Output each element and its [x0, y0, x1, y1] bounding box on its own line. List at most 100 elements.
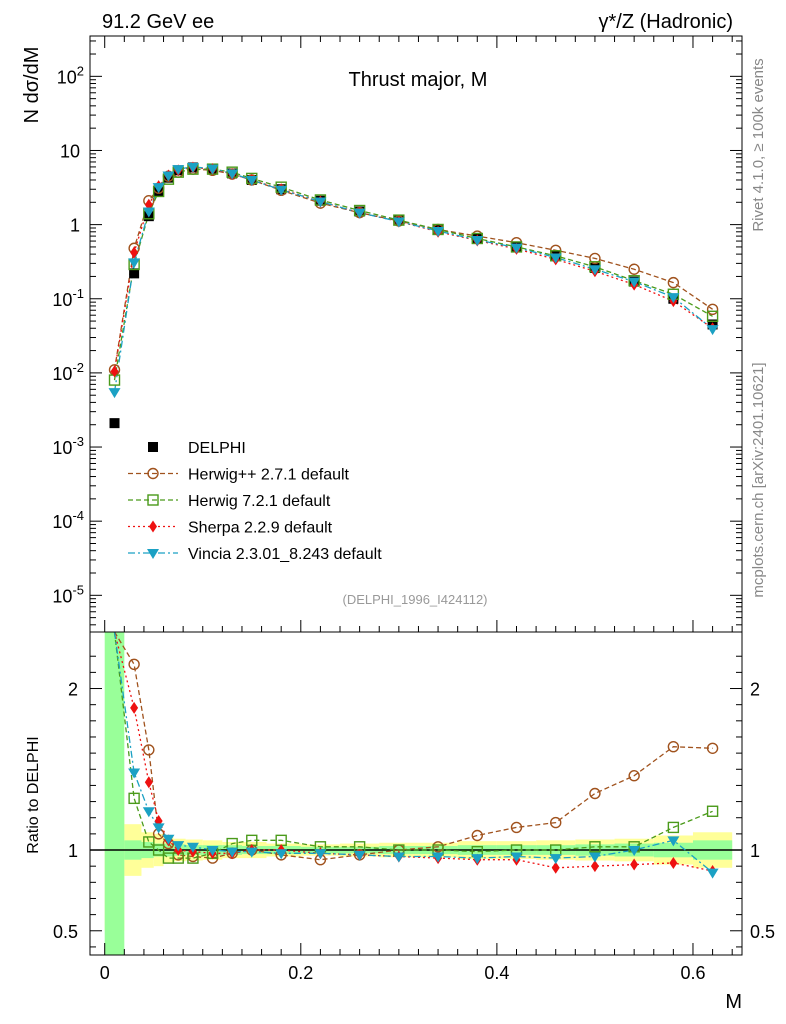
- y-axis-label: N dσ/dM: [21, 47, 43, 124]
- series-point-ratio: [706, 742, 719, 754]
- series-point-ratio: [128, 792, 140, 805]
- y-tick-label: 10-1: [52, 286, 84, 310]
- series-point-ratio: [589, 841, 601, 853]
- series-point-ratio: [353, 850, 366, 861]
- series-point-main: [245, 175, 258, 186]
- series-point-main: [314, 197, 327, 208]
- series-point-main: [549, 253, 562, 264]
- legend-entry: Herwig 7.2.1 default: [128, 493, 331, 510]
- legend-marker: [149, 520, 157, 533]
- series-point-ratio: [162, 834, 175, 845]
- process-label: γ*/Z (Hadronic): [599, 11, 733, 33]
- delphi-data-point: [129, 268, 140, 279]
- delphi-data-point: [109, 418, 120, 429]
- series-point-ratio: [186, 842, 199, 853]
- legend: DELPHI Herwig++ 2.7.1 default Herwig 7.2.1…: [128, 440, 382, 563]
- stat-uncertainty-band: [104, 632, 125, 955]
- series-point-main: [667, 276, 680, 289]
- series-point-main: [353, 208, 366, 219]
- series-point-ratio: [128, 768, 141, 779]
- y-tick-label: 10-4: [52, 508, 84, 532]
- legend-label: Herwig 7.2.1 default: [188, 493, 331, 510]
- series-point-main: [186, 162, 199, 173]
- ratio-axis-label: Ratio to DELPHI: [25, 736, 42, 853]
- series-point-main: [226, 169, 239, 180]
- series-point-ratio: [128, 658, 140, 670]
- series-point-main: [589, 252, 601, 265]
- series-point-ratio: [667, 740, 680, 753]
- series-point-main: [706, 310, 719, 322]
- series-point-ratio: [152, 823, 165, 834]
- ratio-tick-label-left: 2: [68, 680, 78, 700]
- series-point-main: [510, 243, 523, 254]
- series-point-main: [108, 388, 121, 399]
- x-axis-label: M: [725, 991, 742, 1013]
- legend-marker: [148, 442, 158, 452]
- x-tick-label: 0.2: [288, 963, 313, 983]
- series-point-ratio: [630, 858, 639, 871]
- series-point-main: [471, 236, 484, 247]
- x-tick-label: 0: [100, 963, 110, 983]
- legend-entry: Herwig++ 2.7.1 default: [128, 467, 350, 484]
- series-point-ratio: [143, 744, 155, 756]
- y-tick-label: 10-5: [52, 582, 84, 606]
- series-point-ratio: [551, 861, 560, 874]
- series-point-main: [706, 325, 719, 336]
- series-point-main: [206, 164, 219, 175]
- series-point-ratio: [275, 849, 288, 860]
- y-tick-label: 10-3: [52, 434, 84, 458]
- series-point-ratio: [245, 847, 258, 858]
- series-point-ratio: [669, 856, 678, 869]
- series-point-ratio: [144, 776, 153, 789]
- series-point-main: [152, 183, 165, 194]
- legend-entry: Vincia 2.3.01_8.243 default: [128, 546, 382, 563]
- series-point-ratio: [206, 846, 219, 857]
- series-markers: [108, 161, 719, 879]
- series-point-ratio: [510, 852, 523, 863]
- series-point-ratio: [590, 860, 599, 873]
- series-point-main: [128, 258, 141, 269]
- series-point-main: [130, 246, 139, 259]
- series-point-main: [142, 207, 155, 218]
- series-point-main: [392, 217, 405, 228]
- series-point-ratio: [628, 770, 640, 782]
- ratio-panel-frame: [89, 631, 743, 956]
- legend-entry: Sherpa 2.2.9 default: [128, 520, 333, 537]
- series-point-ratio: [667, 836, 680, 847]
- series-point-ratio: [588, 852, 601, 863]
- series-point-ratio: [392, 852, 405, 863]
- energy-label: 91.2 GeV ee: [102, 11, 214, 33]
- series-point-ratio: [142, 807, 155, 818]
- legend-label: Sherpa 2.2.9 default: [188, 520, 333, 537]
- x-tick-label: 0.4: [484, 963, 509, 983]
- series-point-main: [706, 303, 719, 316]
- legend-marker: [147, 467, 159, 480]
- rivet-label: Rivet 4.1.0, ≥ 100k events: [750, 58, 767, 231]
- series-point-ratio: [706, 805, 719, 817]
- series-point-main: [667, 293, 680, 304]
- series-point-ratio: [667, 821, 680, 834]
- legend-marker: [147, 549, 159, 559]
- ratio-tick-label-right: 0.5: [750, 922, 775, 942]
- analysis-tag: (DELPHI_1996_I424112): [342, 592, 487, 607]
- series-point-main: [110, 365, 119, 378]
- axes: 0 0.2 0.4 0.6 10-5 10-4 10-3 10-2 10-1 1 10 102 0.5 0…: [52, 35, 775, 983]
- series-point-ratio: [589, 787, 601, 800]
- legend-label: Herwig++ 2.7.1 default: [188, 467, 350, 484]
- series-point-ratio: [152, 844, 165, 856]
- x-tick-label: 0.6: [680, 963, 705, 983]
- series-point-ratio: [172, 841, 185, 852]
- ratio-tick-label-left: 1: [68, 841, 78, 861]
- series-point-main: [162, 171, 175, 182]
- series-line-ratio: [113, 631, 714, 874]
- ratio-tick-label-right: 1: [750, 841, 760, 861]
- series-point-ratio: [471, 854, 484, 865]
- series-point-main: [172, 165, 185, 176]
- series-point-ratio: [314, 849, 327, 860]
- series-point-ratio: [226, 847, 239, 858]
- chart-title: Thrust major, M: [349, 69, 488, 91]
- y-tick-label: 10-2: [52, 360, 84, 384]
- series-point-ratio: [432, 852, 445, 863]
- series-line-main: [113, 166, 714, 393]
